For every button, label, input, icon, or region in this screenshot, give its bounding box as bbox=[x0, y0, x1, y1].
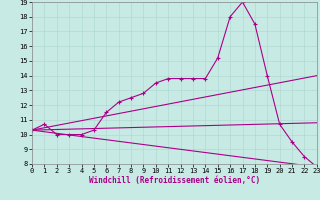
X-axis label: Windchill (Refroidissement éolien,°C): Windchill (Refroidissement éolien,°C) bbox=[89, 176, 260, 185]
